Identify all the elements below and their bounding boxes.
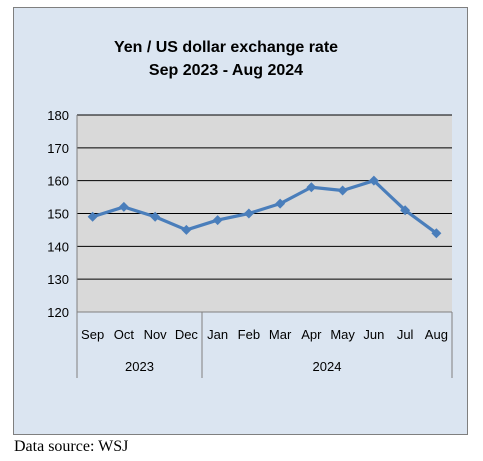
data-point bbox=[275, 198, 286, 209]
chart-title: Yen / US dollar exchange rate bbox=[114, 39, 338, 56]
x-tick-label: Oct bbox=[114, 327, 135, 342]
data-point bbox=[150, 211, 161, 222]
data-point bbox=[431, 228, 442, 239]
data-point bbox=[306, 182, 317, 193]
data-point bbox=[243, 208, 254, 219]
y-tick-label: 160 bbox=[47, 174, 69, 189]
x-tick-label: Mar bbox=[269, 327, 292, 342]
year-group-label: 2024 bbox=[313, 359, 342, 374]
y-tick-label: 180 bbox=[47, 108, 69, 123]
x-axis bbox=[76, 115, 453, 378]
chart-subtitle: Sep 2023 - Aug 2024 bbox=[149, 62, 303, 79]
data-point bbox=[181, 224, 192, 235]
series-line bbox=[92, 179, 438, 235]
y-tick-label: 170 bbox=[47, 141, 69, 156]
x-tick-label: Nov bbox=[144, 327, 168, 342]
x-tick-label: Dec bbox=[175, 327, 199, 342]
data-point bbox=[212, 215, 223, 226]
y-tick-label: 140 bbox=[47, 239, 69, 254]
x-tick-label: Jun bbox=[363, 327, 384, 342]
data-point bbox=[87, 211, 98, 222]
x-tick-label: May bbox=[330, 327, 355, 342]
x-tick-label: Jul bbox=[397, 327, 414, 342]
x-tick-label: Sep bbox=[81, 327, 104, 342]
data-point bbox=[368, 175, 379, 186]
data-point bbox=[337, 185, 348, 196]
y-gridlines bbox=[77, 114, 452, 313]
y-tick-label: 120 bbox=[47, 305, 69, 320]
x-tick-label: Feb bbox=[238, 327, 260, 342]
y-tick-label: 130 bbox=[47, 272, 69, 287]
data-series bbox=[87, 175, 442, 239]
x-tick-labels: Sep Oct Nov Dec Jan Feb Mar Apr May Jun Jul Aug bbox=[81, 327, 448, 342]
data-point bbox=[118, 201, 129, 212]
data-source-note: Data source: WSJ bbox=[14, 438, 129, 455]
year-group-labels: 2023 2024 bbox=[125, 359, 341, 374]
y-tick-label: 150 bbox=[47, 207, 69, 222]
x-tick-label: Apr bbox=[301, 327, 322, 342]
y-tick-labels: 120 130 140 150 160 170 180 bbox=[47, 108, 69, 320]
data-point bbox=[400, 205, 411, 216]
x-tick-label: Aug bbox=[425, 327, 448, 342]
x-tick-label: Jan bbox=[207, 327, 228, 342]
year-group-label: 2023 bbox=[125, 359, 154, 374]
